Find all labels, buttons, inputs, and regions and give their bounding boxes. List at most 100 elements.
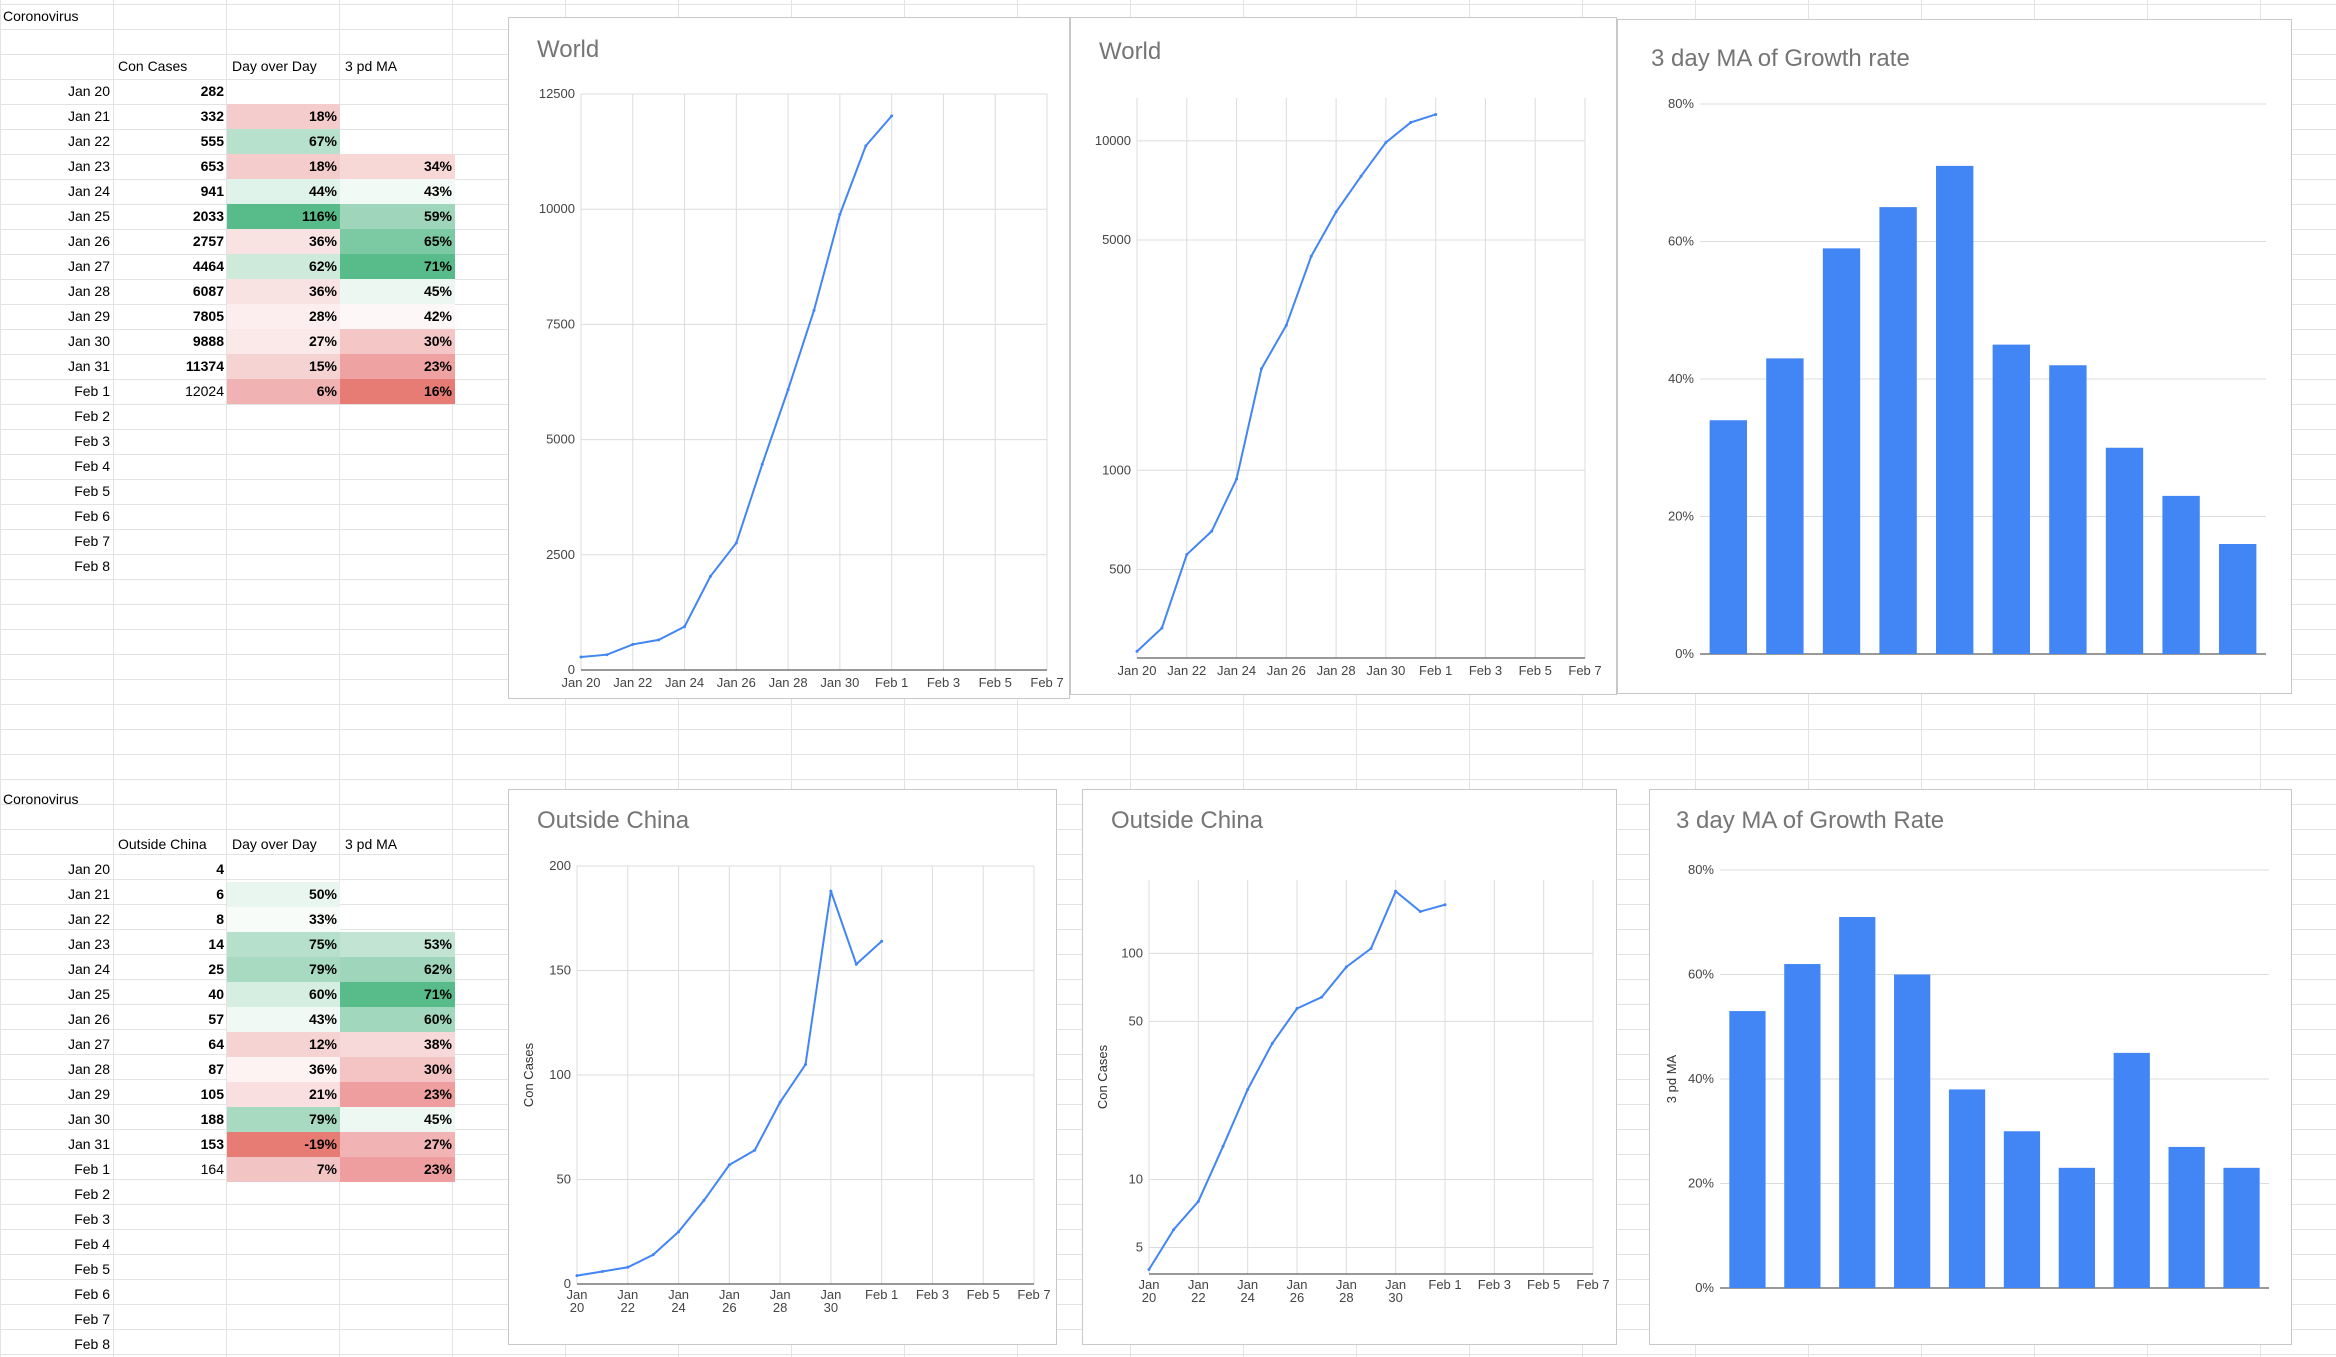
date-cell[interactable]: Jan 22 (67, 133, 110, 149)
day-over-day-cell[interactable]: 6% (227, 379, 340, 404)
value-cell[interactable] (113, 1207, 227, 1232)
header-cell[interactable]: Day over Day (232, 836, 317, 852)
day-over-day-cell[interactable]: 21% (227, 1082, 340, 1107)
date-cell[interactable]: Feb 6 (74, 1286, 110, 1302)
value-cell[interactable] (113, 1182, 227, 1207)
moving-average-cell[interactable] (340, 504, 455, 529)
value-cell[interactable] (113, 1307, 227, 1332)
date-cell[interactable]: Feb 5 (74, 1261, 110, 1277)
moving-average-cell[interactable]: 45% (340, 1107, 455, 1132)
date-cell[interactable]: Feb 4 (74, 458, 110, 474)
date-cell[interactable]: Jan 20 (67, 861, 110, 877)
date-cell[interactable]: Jan 26 (67, 233, 110, 249)
day-over-day-cell[interactable]: 36% (227, 1057, 340, 1082)
date-cell[interactable]: Feb 7 (74, 1311, 110, 1327)
day-over-day-cell[interactable] (227, 1257, 340, 1282)
moving-average-cell[interactable]: 65% (340, 229, 455, 254)
day-over-day-cell[interactable]: 50% (227, 882, 340, 907)
date-cell[interactable]: Jan 26 (67, 1011, 110, 1027)
moving-average-cell[interactable]: 27% (340, 1132, 455, 1157)
moving-average-cell[interactable]: 53% (340, 932, 455, 957)
date-cell[interactable]: Feb 6 (74, 508, 110, 524)
value-cell[interactable]: 4 (216, 861, 224, 877)
day-over-day-cell[interactable] (227, 454, 340, 479)
value-cell[interactable]: 188 (200, 1111, 224, 1127)
date-cell[interactable]: Jan 25 (67, 986, 110, 1002)
day-over-day-cell[interactable]: 33% (227, 907, 340, 932)
day-over-day-cell[interactable] (227, 1282, 340, 1307)
moving-average-cell[interactable] (340, 429, 455, 454)
value-cell[interactable]: 40 (208, 986, 224, 1002)
day-over-day-cell[interactable]: -19% (227, 1132, 340, 1157)
day-over-day-cell[interactable]: 15% (227, 354, 340, 379)
date-cell[interactable]: Jan 21 (67, 108, 110, 124)
moving-average-cell[interactable]: 43% (340, 179, 455, 204)
day-over-day-cell[interactable]: 60% (227, 982, 340, 1007)
header-cell[interactable]: 3 pd MA (345, 58, 398, 74)
moving-average-cell[interactable]: 42% (340, 304, 455, 329)
moving-average-cell[interactable]: 60% (340, 1007, 455, 1032)
day-over-day-cell[interactable]: 75% (227, 932, 340, 957)
value-cell[interactable]: 6087 (192, 283, 224, 299)
value-cell[interactable]: 6 (216, 886, 224, 902)
date-cell[interactable]: Jan 21 (67, 886, 110, 902)
value-cell[interactable] (113, 479, 227, 504)
date-cell[interactable]: Feb 2 (74, 408, 110, 424)
value-cell[interactable] (113, 1282, 227, 1307)
date-cell[interactable]: Jan 28 (67, 283, 110, 299)
moving-average-cell[interactable] (340, 907, 455, 932)
moving-average-cell[interactable]: 23% (340, 354, 455, 379)
day-over-day-cell[interactable]: 28% (227, 304, 340, 329)
value-cell[interactable] (113, 1332, 227, 1357)
date-cell[interactable]: Feb 1 (74, 1161, 110, 1177)
value-cell[interactable]: 8 (216, 911, 224, 927)
value-cell[interactable] (113, 554, 227, 579)
moving-average-cell[interactable] (340, 1282, 455, 1307)
date-cell[interactable]: Jan 31 (67, 358, 110, 374)
value-cell[interactable]: 653 (200, 158, 224, 174)
moving-average-cell[interactable] (340, 454, 455, 479)
date-cell[interactable]: Jan 24 (67, 961, 110, 977)
day-over-day-cell[interactable] (227, 429, 340, 454)
moving-average-cell[interactable] (340, 104, 455, 129)
moving-average-cell[interactable] (340, 882, 455, 907)
day-over-day-cell[interactable]: 12% (227, 1032, 340, 1057)
date-cell[interactable]: Feb 5 (74, 483, 110, 499)
day-over-day-cell[interactable]: 36% (227, 229, 340, 254)
value-cell[interactable] (113, 429, 227, 454)
value-cell[interactable] (113, 1257, 227, 1282)
moving-average-cell[interactable] (340, 529, 455, 554)
moving-average-cell[interactable]: 30% (340, 1057, 455, 1082)
value-cell[interactable]: 164 (200, 1161, 224, 1177)
value-cell[interactable]: 25 (208, 961, 224, 977)
moving-average-cell[interactable] (340, 404, 455, 429)
date-cell[interactable]: Jan 25 (67, 208, 110, 224)
value-cell[interactable] (113, 504, 227, 529)
moving-average-cell[interactable]: 45% (340, 279, 455, 304)
header-cell[interactable]: Con Cases (118, 58, 188, 74)
date-cell[interactable]: Jan 24 (67, 183, 110, 199)
date-cell[interactable]: Jan 20 (67, 83, 110, 99)
value-cell[interactable]: 105 (200, 1086, 224, 1102)
day-over-day-cell[interactable] (227, 554, 340, 579)
date-cell[interactable]: Feb 2 (74, 1186, 110, 1202)
date-cell[interactable]: Feb 7 (74, 533, 110, 549)
day-over-day-cell[interactable]: 44% (227, 179, 340, 204)
value-cell[interactable]: 11374 (185, 358, 224, 374)
value-cell[interactable]: 941 (200, 183, 224, 199)
moving-average-cell[interactable]: 16% (340, 379, 455, 404)
date-cell[interactable]: Feb 1 (74, 383, 110, 399)
moving-average-cell[interactable] (340, 79, 455, 104)
value-cell[interactable]: 9888 (192, 333, 224, 349)
value-cell[interactable] (113, 529, 227, 554)
day-over-day-cell[interactable] (227, 504, 340, 529)
date-cell[interactable]: Jan 28 (67, 1061, 110, 1077)
day-over-day-cell[interactable]: 18% (227, 104, 340, 129)
moving-average-cell[interactable] (340, 1182, 455, 1207)
moving-average-cell[interactable]: 71% (340, 982, 455, 1007)
day-over-day-cell[interactable]: 43% (227, 1007, 340, 1032)
moving-average-cell[interactable]: 59% (340, 204, 455, 229)
moving-average-cell[interactable] (340, 1232, 455, 1257)
outside-china-growth-bar-chart[interactable]: 3 day MA of Growth Rate 3 pd MA 0% 20% 40% 60… (1649, 789, 2292, 1345)
day-over-day-cell[interactable]: 62% (227, 254, 340, 279)
